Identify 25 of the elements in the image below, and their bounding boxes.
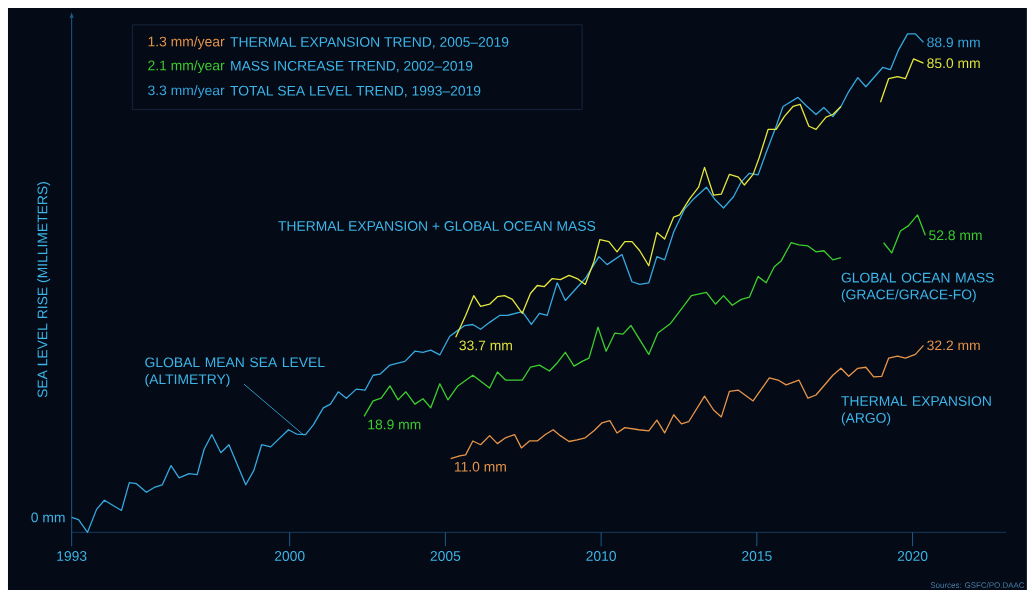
y-axis-title: SEA LEVEL RISE (MILLIMETERS)	[37, 182, 51, 398]
series-label: THERMAL EXPANSION (ARGO)	[841, 396, 991, 426]
x-tick-label: 2020	[897, 551, 928, 561]
series-label: GLOBAL OCEAN MASS (GRACE/GRACE-FO)	[841, 272, 994, 303]
data-label: 32.2 mm	[927, 340, 980, 351]
data-label: 11.0 mm	[454, 461, 506, 472]
annotation: MASS INCREASE TREND, 2002–2019	[231, 60, 473, 73]
series-label: THERMAL EXPANSION + GLOBAL OCEAN MASS	[278, 221, 596, 231]
annotation: THERMAL EXPANSION TREND, 2005–2019	[230, 37, 509, 49]
data-label: 18.9 mm	[368, 419, 421, 430]
data-label: 52.8 mm	[929, 230, 982, 241]
annotation: 0 mm	[31, 512, 65, 523]
annotation: 3.3 mm/year	[148, 85, 225, 98]
x-tick-label: 2000	[274, 551, 305, 561]
x-tick-label: 2015	[742, 551, 772, 561]
data-label: 85.0 mm	[927, 58, 980, 69]
x-tick-label: 2005	[430, 551, 461, 561]
x-tick-label: 1993	[57, 551, 87, 561]
data-label: 33.7 mm	[459, 340, 512, 351]
annotation: TOTAL SEA LEVEL TREND, 1993–2019	[230, 85, 481, 98]
annotation: 1.3 mm/year	[148, 36, 225, 50]
annotation: 2.1 mm/year	[148, 60, 225, 74]
series-label: GLOBAL MEAN SEA LEVEL (ALTIMETRY)	[145, 357, 325, 387]
data-label: 88.9 mm	[927, 37, 980, 48]
x-tick-label: 2010	[586, 551, 617, 561]
